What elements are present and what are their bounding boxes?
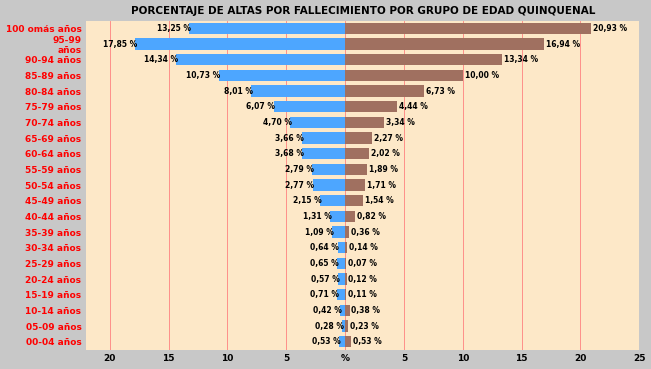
Text: 4,70 %: 4,70 % xyxy=(262,118,292,127)
Text: 1,54 %: 1,54 % xyxy=(365,196,394,205)
Bar xyxy=(345,336,352,347)
Bar xyxy=(345,242,347,254)
Bar xyxy=(345,179,365,191)
Bar xyxy=(339,273,345,285)
Text: 6,73 %: 6,73 % xyxy=(426,86,455,96)
Text: 6,07 %: 6,07 % xyxy=(247,102,275,111)
Bar xyxy=(338,242,345,254)
Text: 3,68 %: 3,68 % xyxy=(275,149,303,158)
Bar xyxy=(290,117,345,128)
Text: 1,89 %: 1,89 % xyxy=(369,165,398,174)
Text: 1,31 %: 1,31 % xyxy=(303,212,331,221)
Bar xyxy=(345,211,355,222)
Bar xyxy=(345,320,348,332)
Bar xyxy=(329,211,345,222)
Text: 0,14 %: 0,14 % xyxy=(348,243,378,252)
Bar xyxy=(320,195,345,206)
Bar xyxy=(135,38,345,50)
Bar xyxy=(345,289,346,300)
Text: 0,07 %: 0,07 % xyxy=(348,259,377,268)
Text: 17,85 %: 17,85 % xyxy=(103,39,137,48)
Text: 13,34 %: 13,34 % xyxy=(504,55,538,64)
Text: 14,34 %: 14,34 % xyxy=(144,55,178,64)
Bar xyxy=(337,258,345,269)
Text: 13,25 %: 13,25 % xyxy=(157,24,191,33)
Text: 0,28 %: 0,28 % xyxy=(314,321,344,331)
Bar xyxy=(345,195,363,206)
Bar xyxy=(345,38,544,50)
Bar xyxy=(345,23,591,34)
Bar xyxy=(176,54,345,65)
Bar xyxy=(345,101,397,112)
Bar xyxy=(345,273,346,285)
Text: 0,11 %: 0,11 % xyxy=(348,290,377,299)
Bar xyxy=(273,101,345,112)
Text: 0,65 %: 0,65 % xyxy=(311,259,339,268)
Bar xyxy=(219,70,345,81)
Text: 3,66 %: 3,66 % xyxy=(275,134,304,142)
Text: 0,23 %: 0,23 % xyxy=(350,321,378,331)
Text: 2,77 %: 2,77 % xyxy=(285,180,314,190)
Bar xyxy=(345,227,350,238)
Text: 0,57 %: 0,57 % xyxy=(311,275,340,283)
Bar xyxy=(345,85,424,97)
Text: 4,44 %: 4,44 % xyxy=(399,102,428,111)
Bar xyxy=(345,148,369,159)
Bar xyxy=(345,54,502,65)
Bar xyxy=(345,164,367,175)
Bar xyxy=(339,336,345,347)
Text: 8,01 %: 8,01 % xyxy=(224,86,253,96)
Text: 2,02 %: 2,02 % xyxy=(370,149,400,158)
Text: 10,00 %: 10,00 % xyxy=(465,71,499,80)
Text: 0,36 %: 0,36 % xyxy=(351,228,380,237)
Text: 0,64 %: 0,64 % xyxy=(311,243,339,252)
Text: 2,79 %: 2,79 % xyxy=(285,165,314,174)
Text: 16,94 %: 16,94 % xyxy=(546,39,580,48)
Bar xyxy=(312,164,345,175)
Text: 0,82 %: 0,82 % xyxy=(357,212,385,221)
Bar xyxy=(345,258,346,269)
Bar xyxy=(345,305,350,316)
Bar xyxy=(332,227,345,238)
Bar xyxy=(342,320,345,332)
Text: 1,09 %: 1,09 % xyxy=(305,228,334,237)
Bar xyxy=(302,148,345,159)
Text: 2,15 %: 2,15 % xyxy=(293,196,322,205)
Text: 20,93 %: 20,93 % xyxy=(593,24,627,33)
Text: 0,12 %: 0,12 % xyxy=(348,275,377,283)
Bar xyxy=(189,23,345,34)
Bar xyxy=(302,132,345,144)
Bar xyxy=(340,305,345,316)
Bar xyxy=(345,132,372,144)
Text: 0,53 %: 0,53 % xyxy=(353,337,382,346)
Bar xyxy=(345,70,463,81)
Text: 0,71 %: 0,71 % xyxy=(309,290,339,299)
Text: 3,34 %: 3,34 % xyxy=(386,118,415,127)
Text: 1,71 %: 1,71 % xyxy=(367,180,396,190)
Text: 0,42 %: 0,42 % xyxy=(313,306,342,315)
Bar xyxy=(251,85,345,97)
Text: 0,53 %: 0,53 % xyxy=(312,337,340,346)
Text: 10,73 %: 10,73 % xyxy=(186,71,221,80)
Bar xyxy=(337,289,345,300)
Text: 0,38 %: 0,38 % xyxy=(352,306,380,315)
Title: PORCENTAJE DE ALTAS POR FALLECIMIENTO POR GRUPO DE EDAD QUINQUENAL: PORCENTAJE DE ALTAS POR FALLECIMIENTO PO… xyxy=(131,6,595,15)
Text: 2,27 %: 2,27 % xyxy=(374,134,402,142)
Bar xyxy=(312,179,345,191)
Bar xyxy=(345,117,384,128)
